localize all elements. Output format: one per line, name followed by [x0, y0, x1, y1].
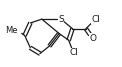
Text: Cl: Cl: [91, 15, 100, 24]
Text: S: S: [58, 15, 64, 24]
Text: Cl: Cl: [69, 48, 78, 57]
Text: O: O: [89, 34, 96, 43]
Text: Me: Me: [5, 26, 18, 35]
